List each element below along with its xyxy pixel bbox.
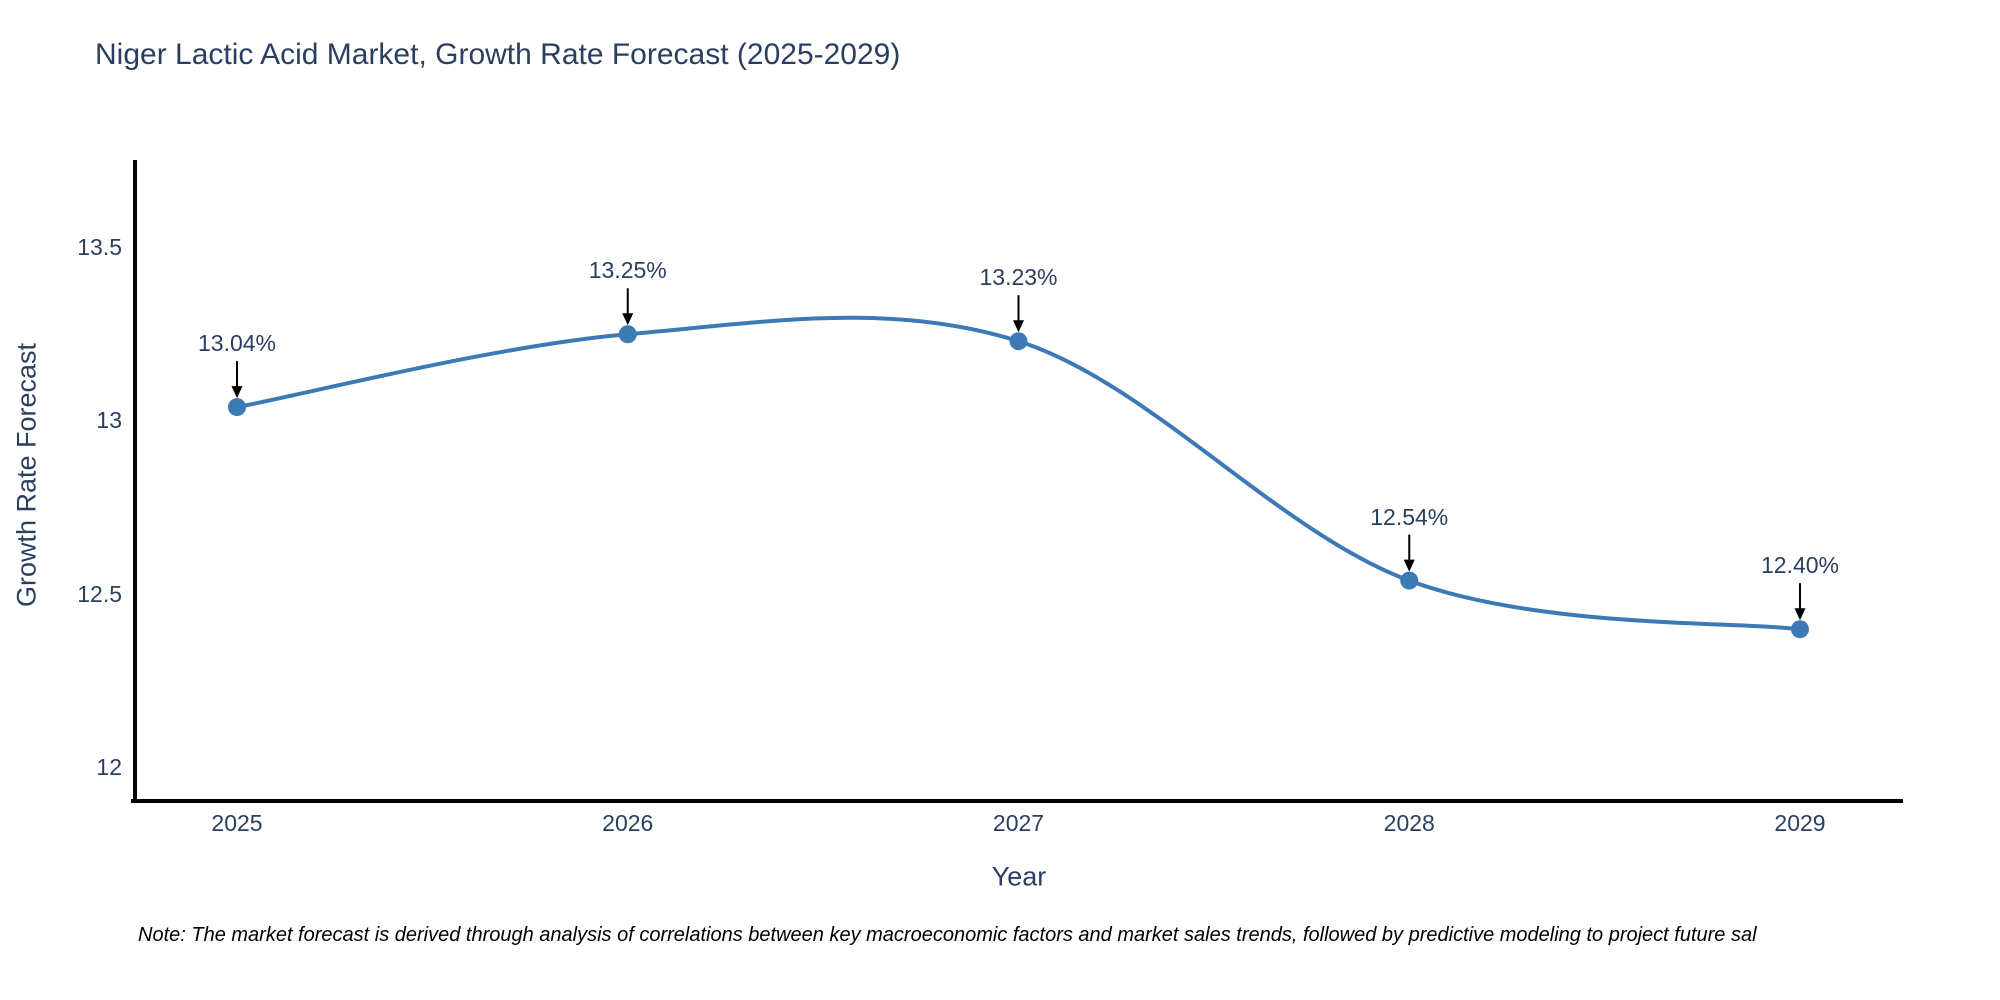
x-tick-label: 2029	[1774, 810, 1826, 836]
y-tick-label: 12.5	[77, 580, 122, 607]
y-tick-label: 13.5	[77, 233, 122, 260]
annotation-arrowhead	[622, 313, 634, 326]
annotation-arrowhead	[231, 386, 243, 399]
data-point-marker	[1791, 620, 1809, 639]
footnote: Note: The market forecast is derived thr…	[138, 924, 1757, 946]
data-point-label: 13.23%	[979, 264, 1058, 291]
data-point-marker	[228, 398, 246, 417]
annotation-arrowhead	[1794, 608, 1806, 621]
data-point-label: 13.04%	[197, 330, 277, 357]
x-tick-label: 2026	[602, 810, 654, 836]
y-axis-title: Growth Rate Forecast	[11, 342, 42, 608]
x-tick-label: 2025	[211, 810, 263, 836]
x-tick-label: 2028	[1383, 810, 1435, 836]
data-point-marker	[618, 325, 637, 344]
x-tick-label: 2027	[992, 810, 1045, 836]
chart-title: Niger Lactic Acid Market, Growth Rate Fo…	[95, 38, 901, 71]
data-point-marker	[1400, 571, 1419, 590]
x-axis-title: Year	[991, 861, 1047, 892]
data-point-marker	[1009, 332, 1028, 351]
data-point-label: 12.40%	[1760, 552, 1840, 579]
forecast-line-series	[235, 315, 1802, 632]
annotation-arrowhead	[1403, 559, 1415, 572]
y-tick-label: 13	[96, 407, 122, 433]
data-point-label: 12.54%	[1370, 503, 1449, 530]
y-tick-label: 12	[96, 754, 122, 780]
annotation-arrowhead	[1013, 320, 1024, 333]
data-point-label: 13.25%	[588, 257, 667, 284]
